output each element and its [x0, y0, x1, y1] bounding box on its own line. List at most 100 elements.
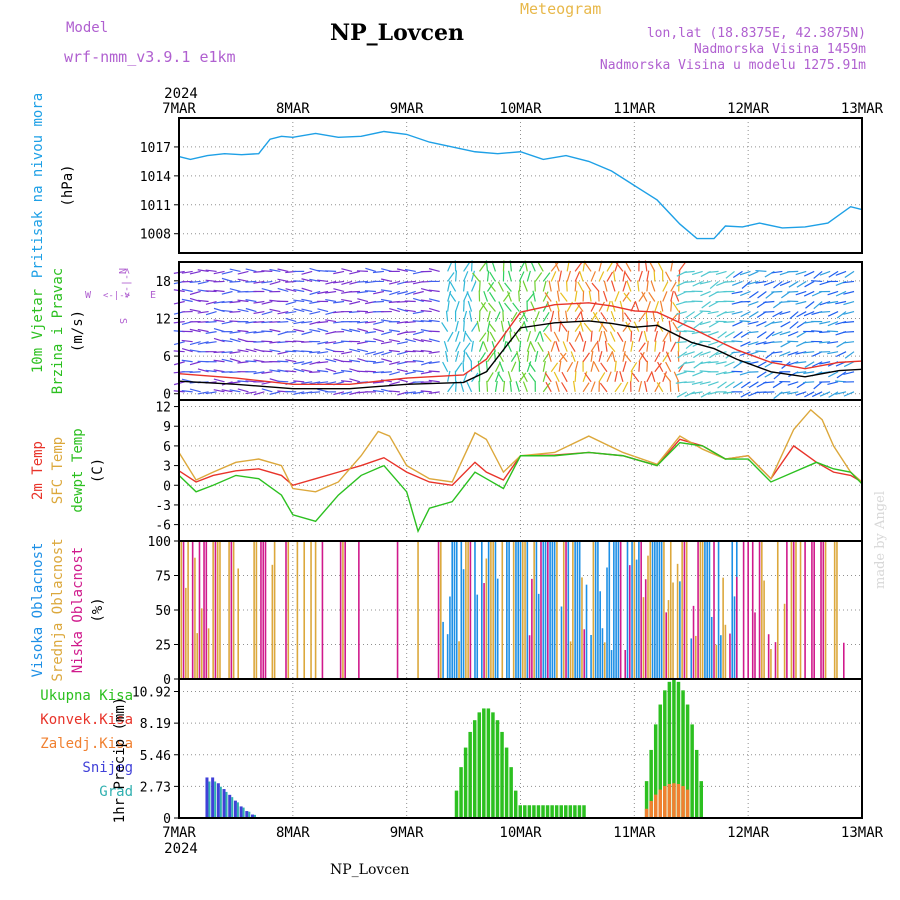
wind-barb [843, 331, 855, 333]
y-tick-label: 2.73 [140, 780, 171, 795]
wind-barb [672, 301, 680, 312]
wind-barb [828, 391, 839, 398]
wind-barb [301, 350, 313, 353]
wind-barb [623, 312, 632, 322]
wind-barb [229, 300, 241, 304]
wind-barb [309, 310, 321, 315]
wind-barb [181, 339, 193, 343]
wind-barb [443, 341, 449, 352]
wind-barb [221, 309, 233, 313]
y-axis-label-clouds-1: Srednja Oblacnost [50, 538, 66, 681]
wind-barb [843, 371, 855, 376]
wind-barb [827, 381, 839, 386]
wind-barb [285, 350, 297, 353]
wind-barb [763, 300, 775, 304]
wind-barb [221, 290, 233, 295]
compass-s: S [117, 318, 128, 324]
wind-barb [555, 381, 560, 393]
panel-frame [178, 678, 863, 819]
wind-barb [691, 391, 703, 395]
precip-bar-freezing [685, 789, 690, 818]
wind-barb [803, 270, 815, 277]
wind-barb [755, 280, 767, 284]
wind-barb [757, 290, 767, 299]
wind-barb [526, 341, 532, 352]
wind-barb [285, 317, 297, 323]
y-tick-label: 6 [163, 440, 171, 455]
wind-barb [479, 302, 487, 312]
wind-barb [189, 308, 201, 313]
wind-barb [428, 330, 440, 333]
wind-barb [543, 332, 552, 343]
wind-barb [699, 280, 711, 285]
wind-barb [795, 270, 807, 276]
wind-barb [843, 290, 855, 295]
precip-bar-total [676, 681, 681, 818]
wind-barb [749, 290, 759, 299]
wind-barb [253, 359, 265, 363]
wind-barb [542, 280, 547, 292]
wind-barb [740, 341, 751, 347]
wind-barb [624, 261, 632, 272]
wind-barb [523, 320, 528, 332]
wind-barb [478, 341, 484, 352]
precip-bar-total [644, 781, 649, 818]
x-tick-label-top: 10MAR [499, 101, 542, 117]
wind-barb [317, 320, 329, 324]
model-name: wrf-nmm_v3.9.1 e1km [64, 48, 236, 66]
chart-title: NP_Lovcen [330, 20, 464, 46]
wind-barb [614, 360, 617, 372]
panel-clouds [174, 540, 863, 680]
wind-barb [261, 330, 273, 333]
wind-barb [229, 351, 241, 354]
wind-barb [512, 302, 520, 312]
wind-barb [609, 331, 616, 342]
y-axis-label-clouds-3: (%) [90, 597, 106, 622]
wind-barb [293, 391, 305, 395]
wind-barb [771, 331, 783, 337]
compass-e: E [150, 290, 156, 301]
wind-barb [261, 350, 273, 353]
wind-barb [348, 290, 361, 293]
wind-barb [486, 320, 491, 332]
wind-barb [449, 281, 457, 292]
wind-barb [600, 322, 608, 332]
wind-barb [582, 352, 590, 363]
y-tick-label: 0 [163, 388, 171, 403]
wind-barb [373, 328, 385, 333]
wind-barb [803, 290, 815, 297]
wind-barb [630, 330, 633, 342]
wind-barb [498, 361, 504, 372]
wind-barb [420, 349, 432, 353]
wind-barb [428, 268, 440, 272]
y-tick-label: 50 [155, 604, 171, 619]
wind-barb [420, 339, 432, 343]
wind-barb [560, 292, 568, 302]
wind-barb [463, 310, 468, 322]
wind-barb [604, 340, 608, 352]
wind-barb [579, 320, 584, 332]
wind-barb [397, 307, 408, 313]
precip-bar-total [653, 724, 658, 818]
wind-barb [693, 351, 703, 359]
wind-barb [819, 270, 831, 276]
wind-barb [606, 261, 614, 272]
wind-barb [479, 332, 487, 343]
wind-barb [795, 371, 807, 374]
y-tick-label: 1008 [140, 228, 171, 243]
wind-barb [673, 371, 680, 383]
wind-barb [709, 280, 719, 290]
wind-barb [317, 308, 329, 313]
wind-barb [405, 290, 416, 296]
wind-barb [723, 320, 735, 323]
wind-barb [349, 300, 361, 305]
wind-barb [598, 372, 606, 383]
wind-barb [325, 367, 337, 373]
precip-bar-freezing [681, 786, 685, 818]
wind-barb [317, 290, 329, 295]
precip-bar-freezing [658, 789, 663, 818]
wind-barb [622, 340, 627, 352]
wind-barb [779, 351, 791, 357]
x-tick-label-top: 12MAR [727, 101, 770, 117]
wind-barb [539, 330, 544, 342]
